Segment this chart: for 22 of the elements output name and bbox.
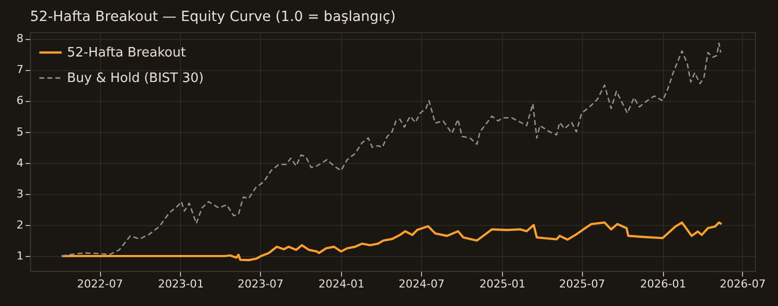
x-tick-label: 2024-01 [318, 278, 365, 290]
y-tick-label: 1 [16, 250, 24, 263]
legend-label: 52-Hafta Breakout [67, 46, 186, 60]
y-tick-label: 3 [16, 187, 24, 200]
x-tick-label: 2026-01 [640, 278, 686, 290]
line-series [60, 42, 722, 257]
x-tick-label: 2025-07 [559, 278, 606, 290]
y-tick-label: 7 [16, 63, 24, 76]
x-tick-label: 2023-01 [158, 278, 204, 290]
y-tick-label: 2 [16, 218, 24, 232]
x-tick-label: 2023-07 [238, 278, 284, 290]
x-tick-label: 2025-01 [480, 278, 526, 290]
y-tick-label: 5 [16, 125, 24, 138]
line-series [60, 221, 723, 262]
x-tick-label: 2026-07 [720, 278, 766, 290]
y-tick-label: 8 [16, 32, 24, 46]
x-tick-label: 2022-07 [77, 278, 123, 290]
y-tick-label: 4 [16, 156, 24, 170]
chart-title: 52-Hafta Breakout — Equity Curve (1.0 = başlangıç) [30, 9, 396, 25]
x-tick-label: 2024-07 [398, 278, 445, 290]
legend-label: Buy & Hold (BIST 30) [67, 71, 204, 86]
y-tick-label: 6 [16, 94, 24, 108]
